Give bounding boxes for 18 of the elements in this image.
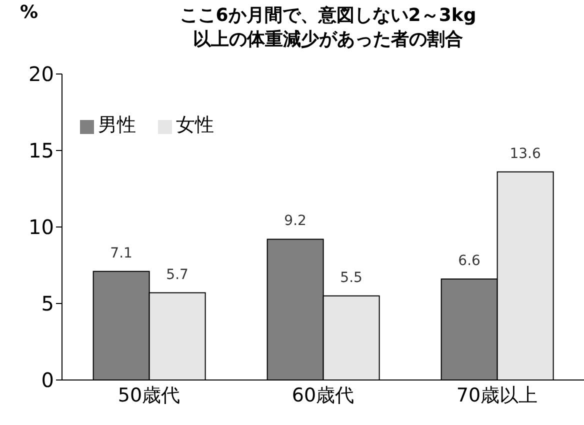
y-tick-label: 0 (41, 368, 54, 392)
data-label: 6.6 (458, 253, 481, 270)
y-tick-label: 15 (28, 138, 54, 163)
data-label: 5.7 (166, 266, 188, 283)
chart-title: ここ6か月間で、意図しない2～3kg以上の体重減少があった者の割合 (178, 4, 478, 52)
data-label: 7.1 (110, 245, 132, 262)
legend-label: 男性 (98, 114, 136, 136)
x-tick-label: 60歳代 (292, 384, 354, 406)
data-label: 5.5 (340, 270, 362, 286)
y-tick-label: 10 (28, 215, 54, 240)
legend-label: 女性 (176, 114, 214, 136)
y-tick-label: 20 (28, 62, 54, 86)
data-label: 13.6 (510, 146, 541, 162)
y-tick-label: 5 (41, 292, 54, 316)
data-label: 9.2 (284, 213, 306, 230)
x-tick-label: 70歳以上 (456, 384, 538, 406)
x-tick-label: 50歳代 (118, 384, 180, 406)
y-axis-title: % (20, 2, 38, 23)
